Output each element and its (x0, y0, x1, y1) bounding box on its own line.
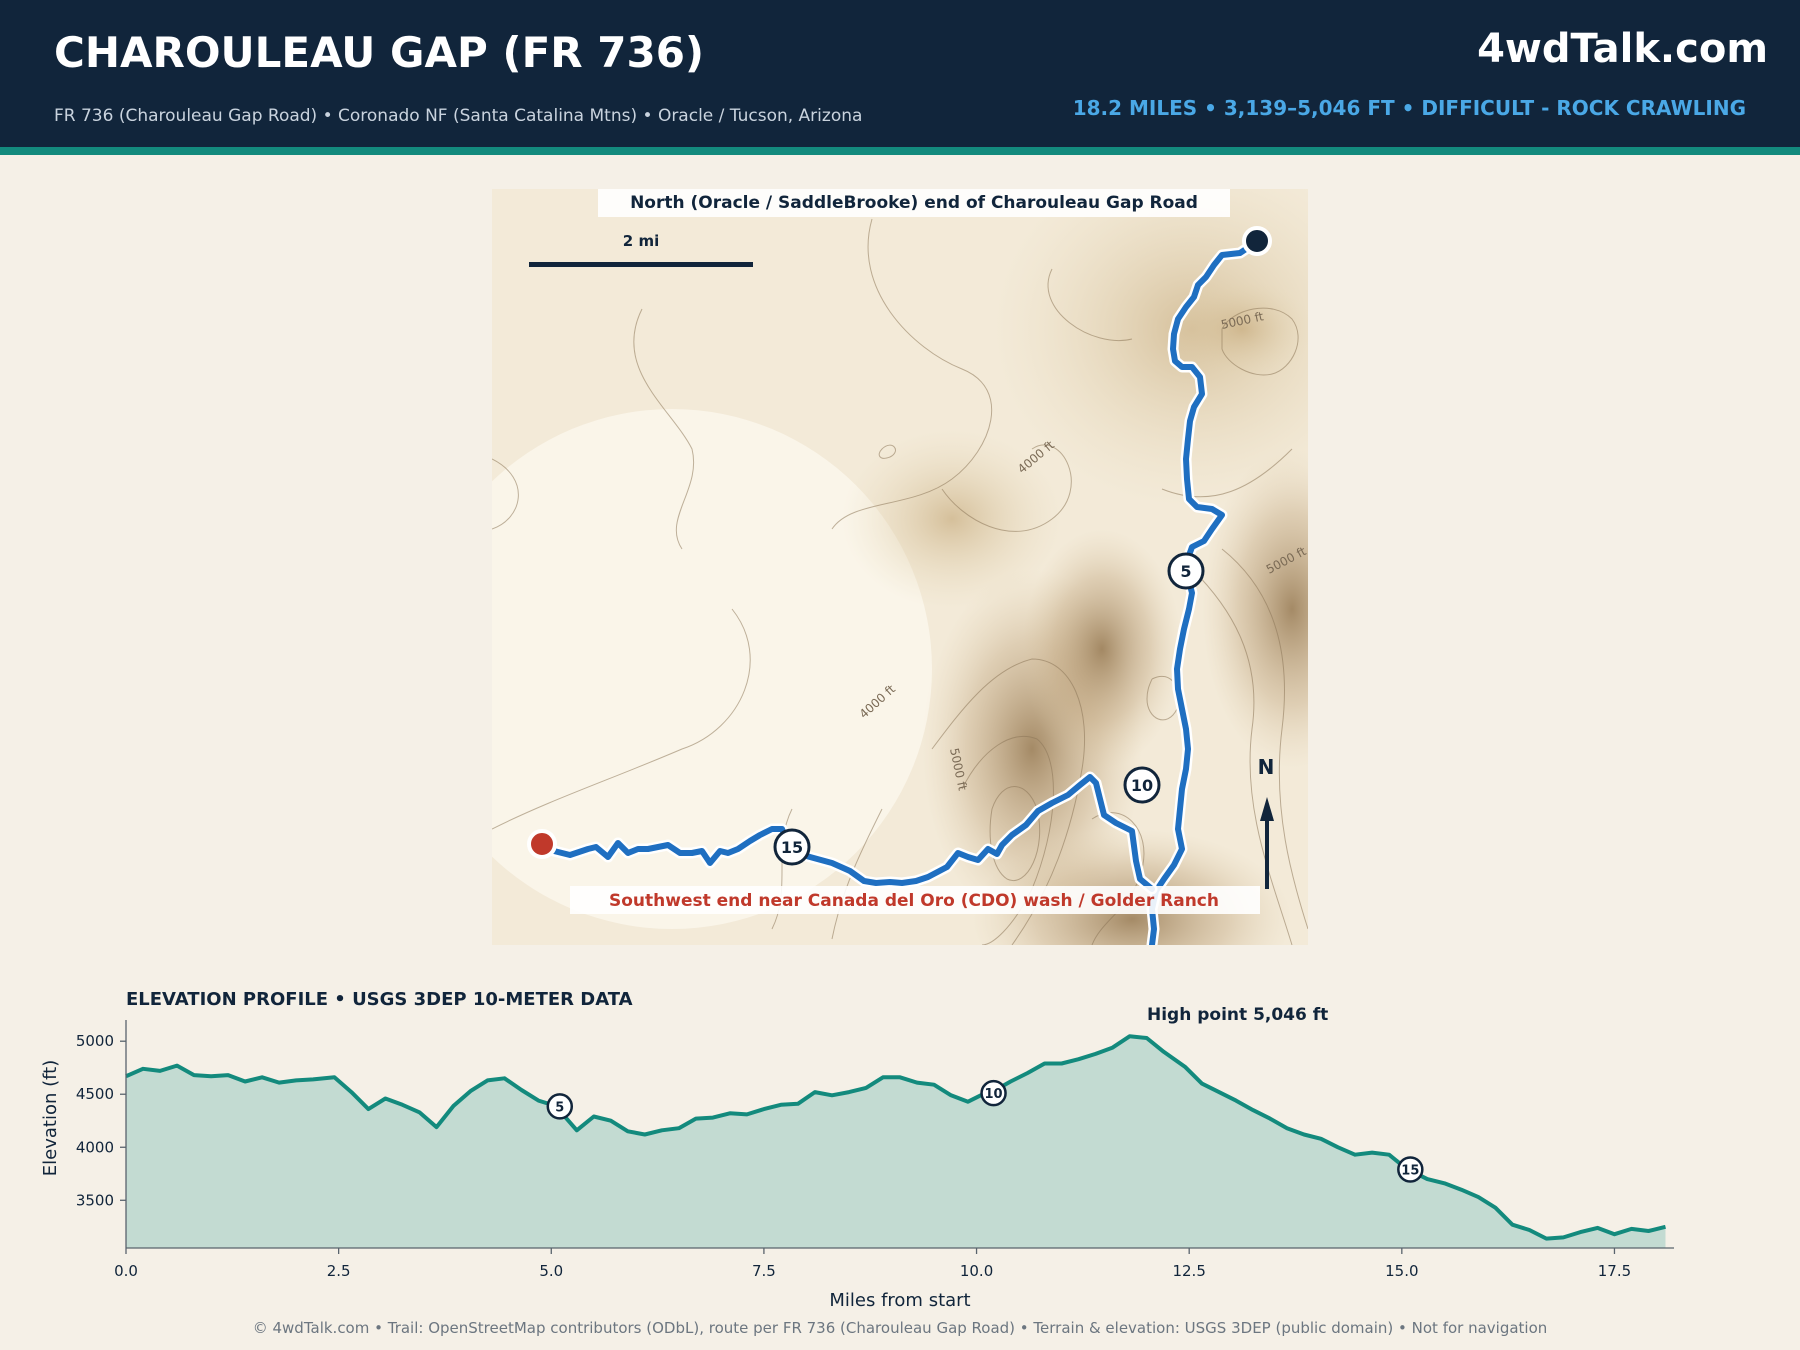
north-end-label-box: North (Oracle / SaddleBrooke) end of Cha… (598, 189, 1230, 217)
x-tick-label: 5.0 (539, 1262, 563, 1280)
trailhead-north-marker[interactable] (1242, 226, 1272, 256)
scale-bar: 2 mi (529, 232, 753, 267)
trail-map[interactable]: 5000 ft 4000 ft 5000 ft 4000 ft 5000 ft … (492, 189, 1308, 945)
trail-stats: 18.2 MILES • 3,139–5,046 FT • DIFFICULT … (1072, 96, 1746, 120)
elevation-profile-title: ELEVATION PROFILE • USGS 3DEP 10-METER D… (126, 989, 633, 1010)
x-tick-label: 17.5 (1598, 1262, 1631, 1280)
scale-bar-label: 2 mi (623, 232, 659, 250)
x-tick-label: 2.5 (327, 1262, 351, 1280)
mile-marker[interactable]: 5 (1167, 552, 1205, 590)
y-tick-label: 3500 (76, 1191, 114, 1209)
mile-marker-label: 15 (781, 838, 803, 857)
y-tick-label: 4000 (76, 1138, 114, 1156)
chart-mile-markers: 5 10 15 (546, 1079, 1424, 1183)
trailhead-south-marker[interactable] (527, 829, 557, 859)
mile-marker-label: 10 (1131, 776, 1153, 795)
x-axis-label: Miles from start (829, 1290, 970, 1311)
north-end-label: North (Oracle / SaddleBrooke) end of Cha… (630, 193, 1198, 213)
page-subtitle: FR 736 (Charouleau Gap Road) • Coronado … (54, 106, 863, 126)
contour-lines (492, 218, 1308, 945)
footer-credits: © 4wdTalk.com • Trail: OpenStreetMap con… (252, 1319, 1548, 1337)
header-bar: CHAROULEAU GAP (FR 736) FR 736 (Charoule… (0, 0, 1800, 147)
terrain-layer (492, 189, 1308, 945)
compass: N (1258, 755, 1275, 889)
x-tick-label: 0.0 (114, 1262, 138, 1280)
x-tick-label: 7.5 (752, 1262, 776, 1280)
x-tick-label: 10.0 (960, 1262, 993, 1280)
y-ticks: 3500 4000 4500 5000 (76, 1032, 126, 1209)
mile-marker[interactable]: 15 (773, 828, 811, 866)
chart-mile-marker-label: 5 (555, 1100, 564, 1115)
brand-logo[interactable]: 4wdTalk.com (1477, 26, 1768, 72)
elevation-profile-chart: 0.0 2.5 5.0 7.5 10.0 12.5 15.0 17.5 3500 4000 450… (40, 1005, 1674, 1311)
y-tick-label: 5000 (76, 1032, 114, 1050)
mile-marker-label: 5 (1180, 562, 1191, 581)
south-end-label-box: Southwest end near Canada del Oro (CDO) … (570, 886, 1260, 914)
high-point-annotation: High point 5,046 ft (1147, 1005, 1328, 1025)
x-ticks: 0.0 2.5 5.0 7.5 10.0 12.5 15.0 17.5 (114, 1248, 1631, 1280)
trail-route (1149, 242, 1255, 945)
page-title: CHAROULEAU GAP (FR 736) (54, 28, 705, 77)
chart-mile-marker[interactable]: 15 (1397, 1156, 1424, 1183)
trail-route (535, 774, 1155, 892)
elevation-area (126, 1036, 1666, 1248)
x-tick-label: 15.0 (1385, 1262, 1418, 1280)
chart-mile-marker[interactable]: 10 (980, 1079, 1007, 1107)
y-tick-label: 4500 (76, 1085, 114, 1103)
north-arrow-icon (1260, 797, 1274, 821)
chart-mile-marker-label: 15 (1401, 1164, 1419, 1179)
chart-mile-marker[interactable]: 5 (546, 1093, 574, 1120)
header-divider (0, 147, 1800, 155)
south-end-label: Southwest end near Canada del Oro (CDO) … (609, 891, 1219, 911)
north-arrow-label: N (1258, 755, 1275, 779)
y-axis-label: Elevation (ft) (40, 1060, 61, 1176)
chart-mile-marker-label: 10 (985, 1087, 1003, 1102)
mile-marker[interactable]: 10 (1123, 766, 1161, 804)
x-tick-label: 12.5 (1172, 1262, 1205, 1280)
